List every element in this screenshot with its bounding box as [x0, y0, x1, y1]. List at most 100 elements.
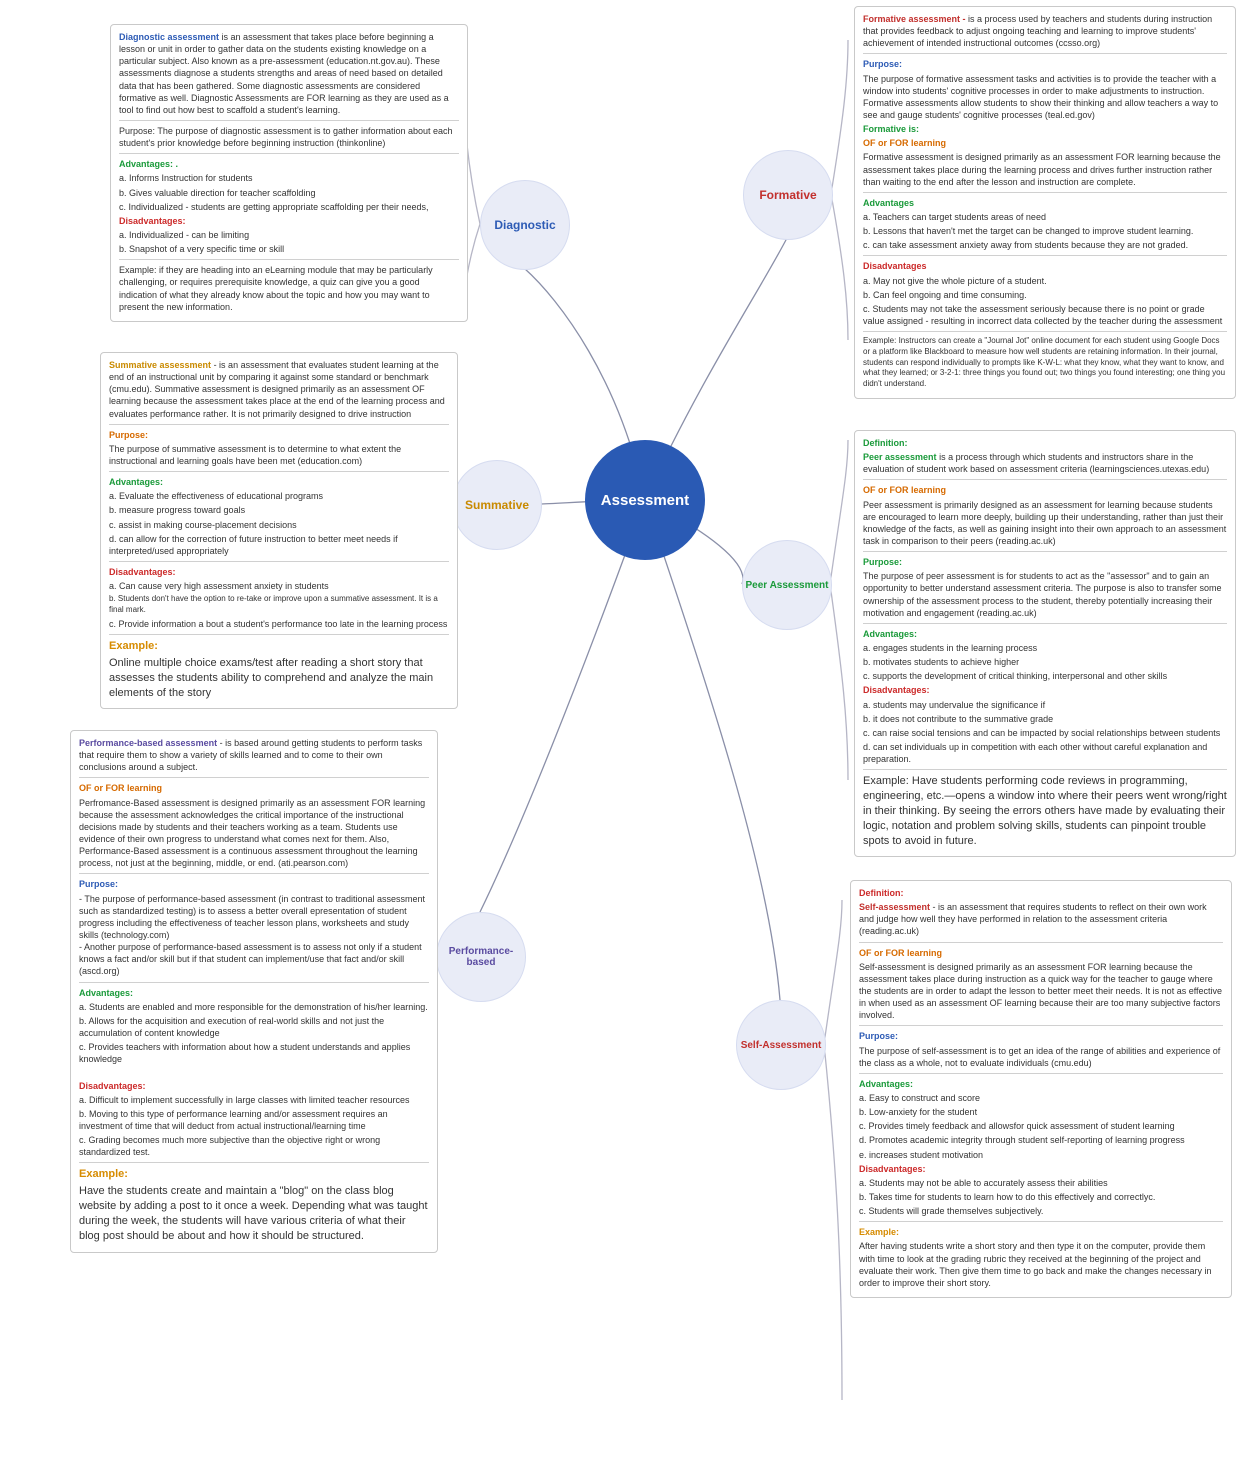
node-label: Performance-based: [437, 946, 525, 968]
dis-item: c. Students may not take the assessment …: [863, 303, 1227, 327]
def-head-label: Definition:: [859, 887, 1223, 899]
dis-item: c. Provide information a bout a student'…: [109, 618, 449, 630]
of-body: Formative assessment is designed primari…: [863, 151, 1227, 187]
purpose-body: - The purpose of performance-based asses…: [79, 893, 429, 978]
purpose-body: Purpose: The purpose of diagnostic asses…: [119, 126, 453, 148]
def-head: Self-assessment: [859, 902, 930, 912]
def-head: Formative assessment -: [863, 14, 968, 24]
dis-head: Disadvantages:: [79, 1080, 429, 1092]
dis-item: a. Difficult to implement successfully i…: [79, 1094, 429, 1106]
dis-head: Disadvantages:: [863, 684, 1227, 696]
note-self: Definition: Self-assessment - is an asse…: [850, 880, 1232, 1298]
node-summative[interactable]: Summative: [452, 460, 542, 550]
adv-item: c. supports the development of critical …: [863, 670, 1227, 682]
dis-item: a. students may undervalue the significa…: [863, 699, 1227, 711]
adv-head: Advantages:: [109, 476, 449, 488]
purpose-body: The purpose of formative assessment task…: [863, 73, 1227, 122]
def-head-label: Definition:: [863, 437, 1227, 449]
ex-head: Example:: [859, 1226, 1223, 1238]
adv-item: d. Promotes academic integrity through s…: [859, 1134, 1223, 1146]
of-head: OF or FOR learning: [859, 947, 1223, 959]
adv-item: c. Provides teachers with information ab…: [79, 1041, 429, 1065]
node-label: Diagnostic: [494, 218, 555, 232]
of-head: OF or FOR learning: [863, 484, 1227, 496]
of-body: Perfromance-Based assessment is designed…: [79, 797, 429, 870]
purpose-body: The purpose of summative assessment is t…: [109, 443, 449, 467]
adv-head: Advantages:: [79, 987, 429, 999]
adv-item: e. increases student motivation: [859, 1149, 1223, 1161]
adv-item: c. can take assessment anxiety away from…: [863, 239, 1227, 251]
adv-head: Advantages: .: [119, 158, 459, 170]
formative-is: Formative is:: [863, 124, 919, 134]
dis-item: b. it does not contribute to the summati…: [863, 713, 1227, 725]
dis-item: b. Can feel ongoing and time consuming.: [863, 289, 1227, 301]
adv-item: b. Low-anxiety for the student: [859, 1106, 1223, 1118]
of-body: Peer assessment is primarily designed as…: [863, 499, 1227, 548]
adv-head: Advantages:: [863, 628, 1227, 640]
adv-item: d. can allow for the correction of futur…: [109, 533, 449, 557]
node-formative[interactable]: Formative: [743, 150, 833, 240]
dis-item: c. Students will grade themselves subjec…: [859, 1205, 1223, 1217]
adv-item: a. Easy to construct and score: [859, 1092, 1223, 1104]
note-summative: Summative assessment - is an assessment …: [100, 352, 458, 709]
dis-item: b. Snapshot of a very specific time or s…: [119, 243, 459, 255]
adv-head: Advantages:: [859, 1078, 1223, 1090]
adv-head: Advantages: [863, 197, 1227, 209]
dis-head: Disadvantages: [863, 260, 1227, 272]
purpose-head: Purpose:: [863, 58, 1227, 70]
node-label: Summative: [465, 498, 529, 512]
dis-item: b. Students don't have the option to re-…: [109, 594, 449, 616]
purpose-head: Purpose:: [109, 429, 449, 441]
adv-item: a. Evaluate the effectiveness of educati…: [109, 490, 449, 502]
ex-body: Example: if they are heading into an eLe…: [119, 265, 433, 311]
adv-item: c. assist in making course-placement dec…: [109, 519, 449, 531]
dis-head: Disadvantages:: [109, 566, 449, 578]
adv-item: a. Students are enabled and more respons…: [79, 1001, 429, 1013]
dis-item: b. Moving to this type of performance le…: [79, 1108, 429, 1132]
node-diagnostic[interactable]: Diagnostic: [480, 180, 570, 270]
adv-item: a. Informs Instruction for students: [119, 172, 459, 184]
node-performance[interactable]: Performance-based: [436, 912, 526, 1002]
ex-body: After having students write a short stor…: [859, 1240, 1223, 1289]
adv-item: c. Individualized - students are getting…: [119, 201, 459, 213]
adv-item: b. Allows for the acquisition and execut…: [79, 1015, 429, 1039]
purpose-head: Purpose:: [859, 1030, 1223, 1042]
purpose-body: The purpose of self-assessment is to get…: [859, 1045, 1223, 1069]
adv-item: b. Gives valuable direction for teacher …: [119, 187, 459, 199]
ex-head: Example:: [109, 639, 449, 654]
def-head: Diagnostic assessment: [119, 32, 219, 42]
ex-body: Online multiple choice exams/test after …: [109, 656, 449, 701]
def-head: Performance-based assessment: [79, 738, 217, 748]
dis-item: a. Students may not be able to accuratel…: [859, 1177, 1223, 1189]
node-label: Self-Assessment: [741, 1040, 822, 1051]
note-performance: Performance-based assessment - is based …: [70, 730, 438, 1253]
def-head: Peer assessment: [863, 452, 937, 462]
dis-item: d. can set individuals up in competition…: [863, 741, 1227, 765]
note-diagnostic: Diagnostic assessment is an assessment t…: [110, 24, 468, 322]
dis-item: a. Can cause very high assessment anxiet…: [109, 580, 449, 592]
dis-item: c. Grading becomes much more subjective …: [79, 1134, 429, 1158]
purpose-body: The purpose of peer assessment is for st…: [863, 570, 1227, 619]
ex-body: Example: Have students performing code r…: [863, 775, 1227, 846]
dis-item: b. Takes time for students to learn how …: [859, 1191, 1223, 1203]
dis-item: c. can raise social tensions and can be …: [863, 727, 1227, 739]
of-head: OF or FOR learning: [79, 782, 429, 794]
node-self[interactable]: Self-Assessment: [736, 1000, 826, 1090]
root-label: Assessment: [601, 492, 689, 509]
adv-item: b. measure progress toward goals: [109, 504, 449, 516]
dis-head: Disadvantages:: [859, 1163, 1223, 1175]
root-node[interactable]: Assessment: [585, 440, 705, 560]
of-head: OF or FOR learning: [863, 137, 1227, 149]
note-peer: Definition: Peer assessment is a process…: [854, 430, 1236, 857]
def-head: Summative assessment: [109, 360, 211, 370]
node-peer[interactable]: Peer Assessment: [742, 540, 832, 630]
adv-item: a. engages students in the learning proc…: [863, 642, 1227, 654]
note-formative: Formative assessment - is a process used…: [854, 6, 1236, 399]
def-body: is an assessment that takes place before…: [119, 32, 449, 115]
dis-item: a. May not give the whole picture of a s…: [863, 275, 1227, 287]
node-label: Formative: [759, 188, 816, 202]
dis-item: a. Individualized - can be limiting: [119, 229, 459, 241]
ex-head: Example:: [79, 1167, 429, 1182]
ex-body: Have the students create and maintain a …: [79, 1184, 429, 1243]
adv-item: c. Provides timely feedback and allowsfo…: [859, 1120, 1223, 1132]
